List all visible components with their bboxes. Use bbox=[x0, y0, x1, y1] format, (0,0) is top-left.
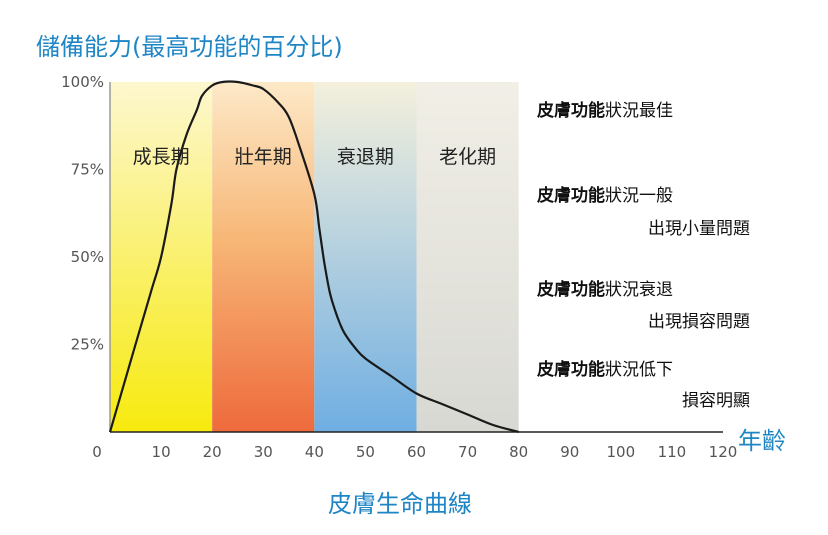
x-tick-label: 50 bbox=[356, 443, 375, 461]
phase-band bbox=[416, 82, 519, 432]
status-annotation-detail: 損容明顯 bbox=[682, 391, 750, 411]
x-tick-label: 80 bbox=[509, 443, 528, 461]
status-annotations: 皮膚功能狀況最佳皮膚功能狀況一般出現小量問題皮膚功能狀況衰退出現損容問題皮膚功能… bbox=[537, 100, 750, 411]
phase-label: 壯年期 bbox=[235, 146, 292, 168]
x-tick-label: 90 bbox=[560, 443, 579, 461]
x-tick-label: 40 bbox=[305, 443, 324, 461]
x-tick-label: 110 bbox=[658, 443, 687, 461]
y-tick-labels: 100% 75% 50% 25% bbox=[61, 73, 104, 354]
status-annotation: 皮膚功能狀況衰退 bbox=[537, 279, 673, 300]
y-tick-label: 75% bbox=[71, 161, 104, 179]
phase-labels: 成長期 壯年期 衰退期 老化期 bbox=[133, 146, 497, 168]
phase-bands bbox=[110, 82, 519, 432]
phase-label: 衰退期 bbox=[337, 146, 394, 168]
x-tick-label: 20 bbox=[203, 443, 222, 461]
phase-band bbox=[314, 82, 417, 432]
skin-reserve-curve bbox=[108, 80, 519, 434]
status-annotation-detail: 出現損容問題 bbox=[648, 312, 750, 332]
x-tick-label: 60 bbox=[407, 443, 426, 461]
x-tick-label: 10 bbox=[152, 443, 171, 461]
chart-subtitle: 皮膚生命曲線 bbox=[328, 490, 472, 518]
x-tick-label: 100 bbox=[607, 443, 636, 461]
y-tick-label: 50% bbox=[71, 248, 104, 266]
phase-band bbox=[212, 82, 315, 432]
phase-label: 老化期 bbox=[439, 146, 496, 168]
x-tick-labels: 0 10 20 30 40 50 60 70 80 90 100 110 120 bbox=[92, 443, 737, 461]
x-axis-label: 年齡 bbox=[738, 427, 786, 455]
status-annotation: 皮膚功能狀況一般 bbox=[537, 185, 673, 206]
phase-label: 成長期 bbox=[133, 146, 190, 168]
x-tick-label: 70 bbox=[458, 443, 477, 461]
status-annotation: 皮膚功能狀況最佳 bbox=[537, 100, 673, 121]
y-tick-label: 100% bbox=[61, 73, 104, 91]
x-tick-label: 0 bbox=[92, 443, 102, 461]
x-tick-label: 30 bbox=[254, 443, 273, 461]
status-annotation-detail: 出現小量問題 bbox=[648, 219, 750, 239]
status-annotation: 皮膚功能狀況低下 bbox=[537, 359, 673, 380]
x-tick-label: 120 bbox=[709, 443, 738, 461]
chart-title: 儲備能力(最高功能的百分比) bbox=[36, 33, 343, 61]
y-tick-label: 25% bbox=[71, 336, 104, 354]
